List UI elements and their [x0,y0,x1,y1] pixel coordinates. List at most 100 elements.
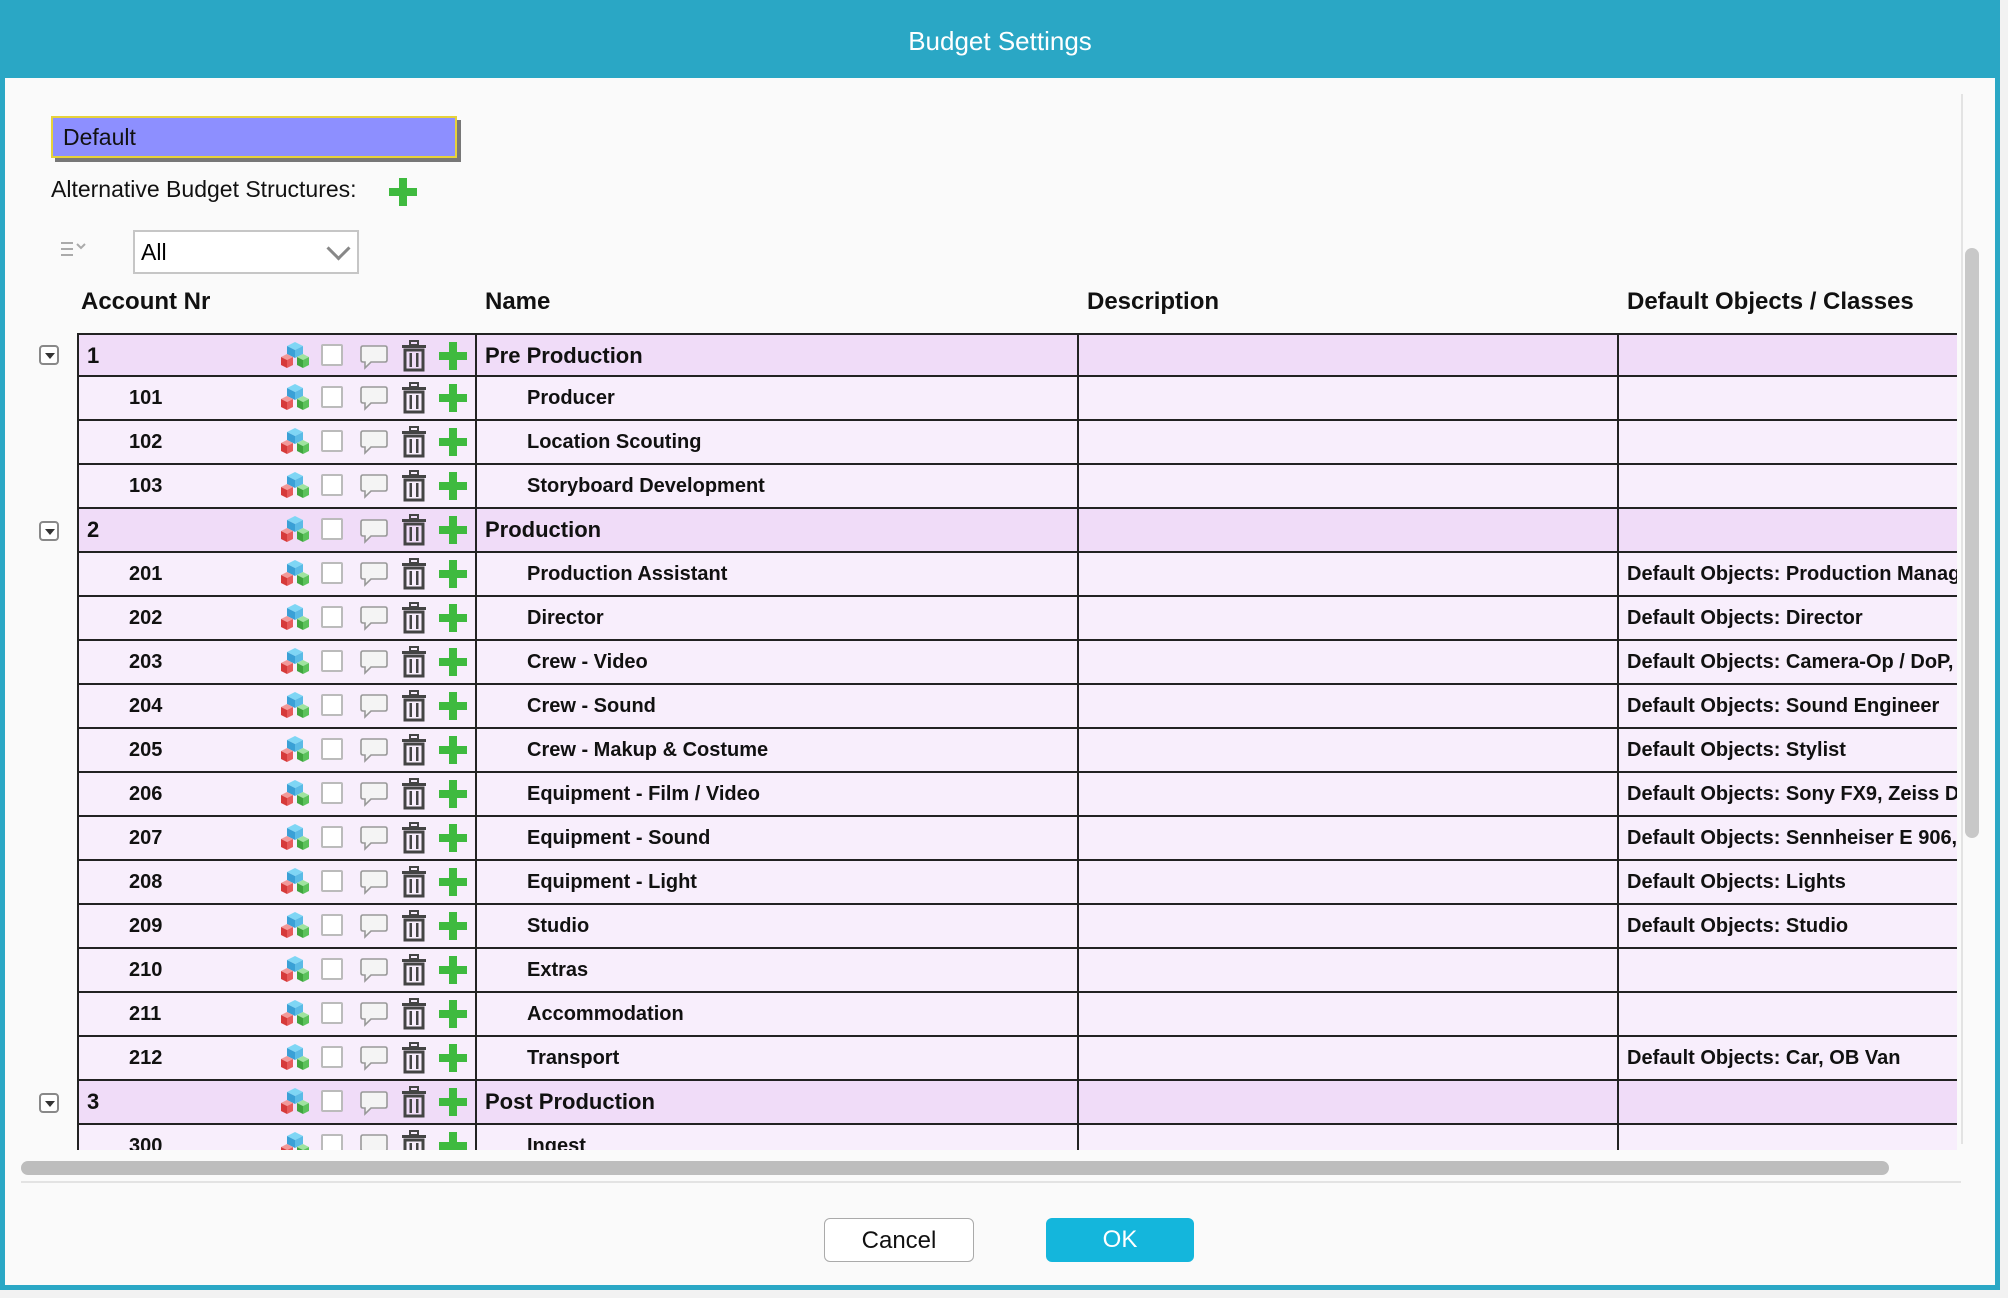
row-checkbox[interactable] [321,914,343,936]
row-checkbox[interactable] [321,562,343,584]
column-header-default-objects[interactable]: Default Objects / Classes [1627,288,1914,315]
trash-icon[interactable] [399,426,429,458]
trash-icon[interactable] [399,866,429,898]
default-objects-cell[interactable] [1619,1125,1957,1150]
account-nr-cell[interactable]: 101 [77,377,477,419]
objects-icon[interactable] [279,1130,311,1150]
trash-icon[interactable] [399,470,429,502]
add-alternative-structure-icon[interactable] [389,178,417,206]
default-objects-cell[interactable]: Default Objects: Camera-Op / DoP, [1619,641,1957,683]
trash-icon[interactable] [399,646,429,678]
table-row[interactable]: 203 Crew - Video Default Objects: Camera-O… [77,641,1957,685]
collapse-group-icon[interactable] [39,1093,59,1113]
row-checkbox[interactable] [321,430,343,452]
comment-icon[interactable] [359,560,389,587]
account-nr-cell[interactable]: 102 [77,421,477,463]
add-row-icon[interactable] [439,1000,467,1028]
objects-icon[interactable] [279,690,311,722]
objects-icon[interactable] [279,954,311,986]
column-header-account-nr[interactable]: Account Nr [81,288,211,315]
default-objects-cell[interactable]: Default Objects: Car, OB Van [1619,1037,1957,1079]
name-cell[interactable]: Storyboard Development [477,465,1079,507]
description-cell[interactable] [1079,685,1619,727]
comment-icon[interactable] [359,342,389,370]
table-row[interactable]: 103 Storyboard Development [77,465,1957,509]
trash-icon[interactable] [399,998,429,1030]
table-row[interactable]: 209 Studio Default Objects: Studio [77,905,1957,949]
table-row[interactable]: 207 Equipment - Sound Default Objects: Sen… [77,817,1957,861]
objects-icon[interactable] [279,1086,311,1118]
default-objects-cell[interactable] [1619,1081,1957,1123]
description-cell[interactable] [1079,861,1619,903]
row-checkbox[interactable] [321,344,343,366]
trash-icon[interactable] [399,734,429,766]
trash-icon[interactable] [399,954,429,986]
name-cell[interactable]: Accommodation [477,993,1079,1035]
trash-icon[interactable] [399,1086,429,1118]
horizontal-scrollbar[interactable] [21,1161,1889,1175]
account-nr-cell[interactable]: 211 [77,993,477,1035]
table-row[interactable]: 211 Accommodation [77,993,1957,1037]
sort-icon[interactable] [61,238,91,262]
name-cell[interactable]: Crew - Video [477,641,1079,683]
objects-icon[interactable] [279,866,311,898]
description-cell[interactable] [1079,509,1619,551]
account-nr-cell[interactable]: 210 [77,949,477,991]
table-row[interactable]: 210 Extras [77,949,1957,993]
table-group-row[interactable]: 1 Pre Production [77,333,1957,377]
default-objects-cell[interactable] [1619,377,1957,419]
comment-icon[interactable] [359,736,389,763]
default-objects-cell[interactable]: Default Objects: Lights [1619,861,1957,903]
add-row-icon[interactable] [439,692,467,720]
add-row-icon[interactable] [439,342,467,370]
trash-icon[interactable] [399,1130,429,1150]
objects-icon[interactable] [279,340,311,372]
add-row-icon[interactable] [439,560,467,588]
add-row-icon[interactable] [439,736,467,764]
default-objects-cell[interactable]: Default Objects: Studio [1619,905,1957,947]
comment-icon[interactable] [359,516,389,544]
trash-icon[interactable] [399,778,429,810]
table-row[interactable]: 212 Transport Default Objects: Car, OB Van [77,1037,1957,1081]
account-nr-cell[interactable]: 201 [77,553,477,595]
description-cell[interactable] [1079,641,1619,683]
row-checkbox[interactable] [321,474,343,496]
comment-icon[interactable] [359,648,389,675]
objects-icon[interactable] [279,734,311,766]
description-cell[interactable] [1079,905,1619,947]
row-checkbox[interactable] [321,606,343,628]
comment-icon[interactable] [359,956,389,983]
default-objects-cell[interactable] [1619,335,1957,377]
comment-icon[interactable] [359,1000,389,1027]
name-cell[interactable]: Production Assistant [477,553,1079,595]
name-cell[interactable]: Director [477,597,1079,639]
column-header-name[interactable]: Name [485,288,551,315]
objects-icon[interactable] [279,1042,311,1074]
add-row-icon[interactable] [439,516,467,544]
description-cell[interactable] [1079,1037,1619,1079]
comment-icon[interactable] [359,472,389,499]
table-row[interactable]: 101 Producer [77,377,1957,421]
account-nr-cell[interactable]: 208 [77,861,477,903]
objects-icon[interactable] [279,778,311,810]
objects-icon[interactable] [279,822,311,854]
collapse-group-icon[interactable] [39,521,59,541]
comment-icon[interactable] [359,604,389,631]
objects-icon[interactable] [279,910,311,942]
description-cell[interactable] [1079,729,1619,771]
objects-icon[interactable] [279,514,311,546]
table-row[interactable]: 206 Equipment - Film / Video Default Objec… [77,773,1957,817]
account-nr-cell[interactable]: 103 [77,465,477,507]
add-row-icon[interactable] [439,604,467,632]
table-row[interactable]: 201 Production Assistant Default Objects: … [77,553,1957,597]
add-row-icon[interactable] [439,472,467,500]
account-nr-cell[interactable]: 2 [77,509,477,551]
row-checkbox[interactable] [321,826,343,848]
table-row[interactable]: 208 Equipment - Light Default Objects: Lig… [77,861,1957,905]
account-nr-cell[interactable]: 3 [77,1081,477,1123]
comment-icon[interactable] [359,824,389,851]
comment-icon[interactable] [359,428,389,455]
row-checkbox[interactable] [321,1134,343,1150]
default-objects-cell[interactable] [1619,465,1957,507]
cancel-button[interactable]: Cancel [824,1218,974,1262]
